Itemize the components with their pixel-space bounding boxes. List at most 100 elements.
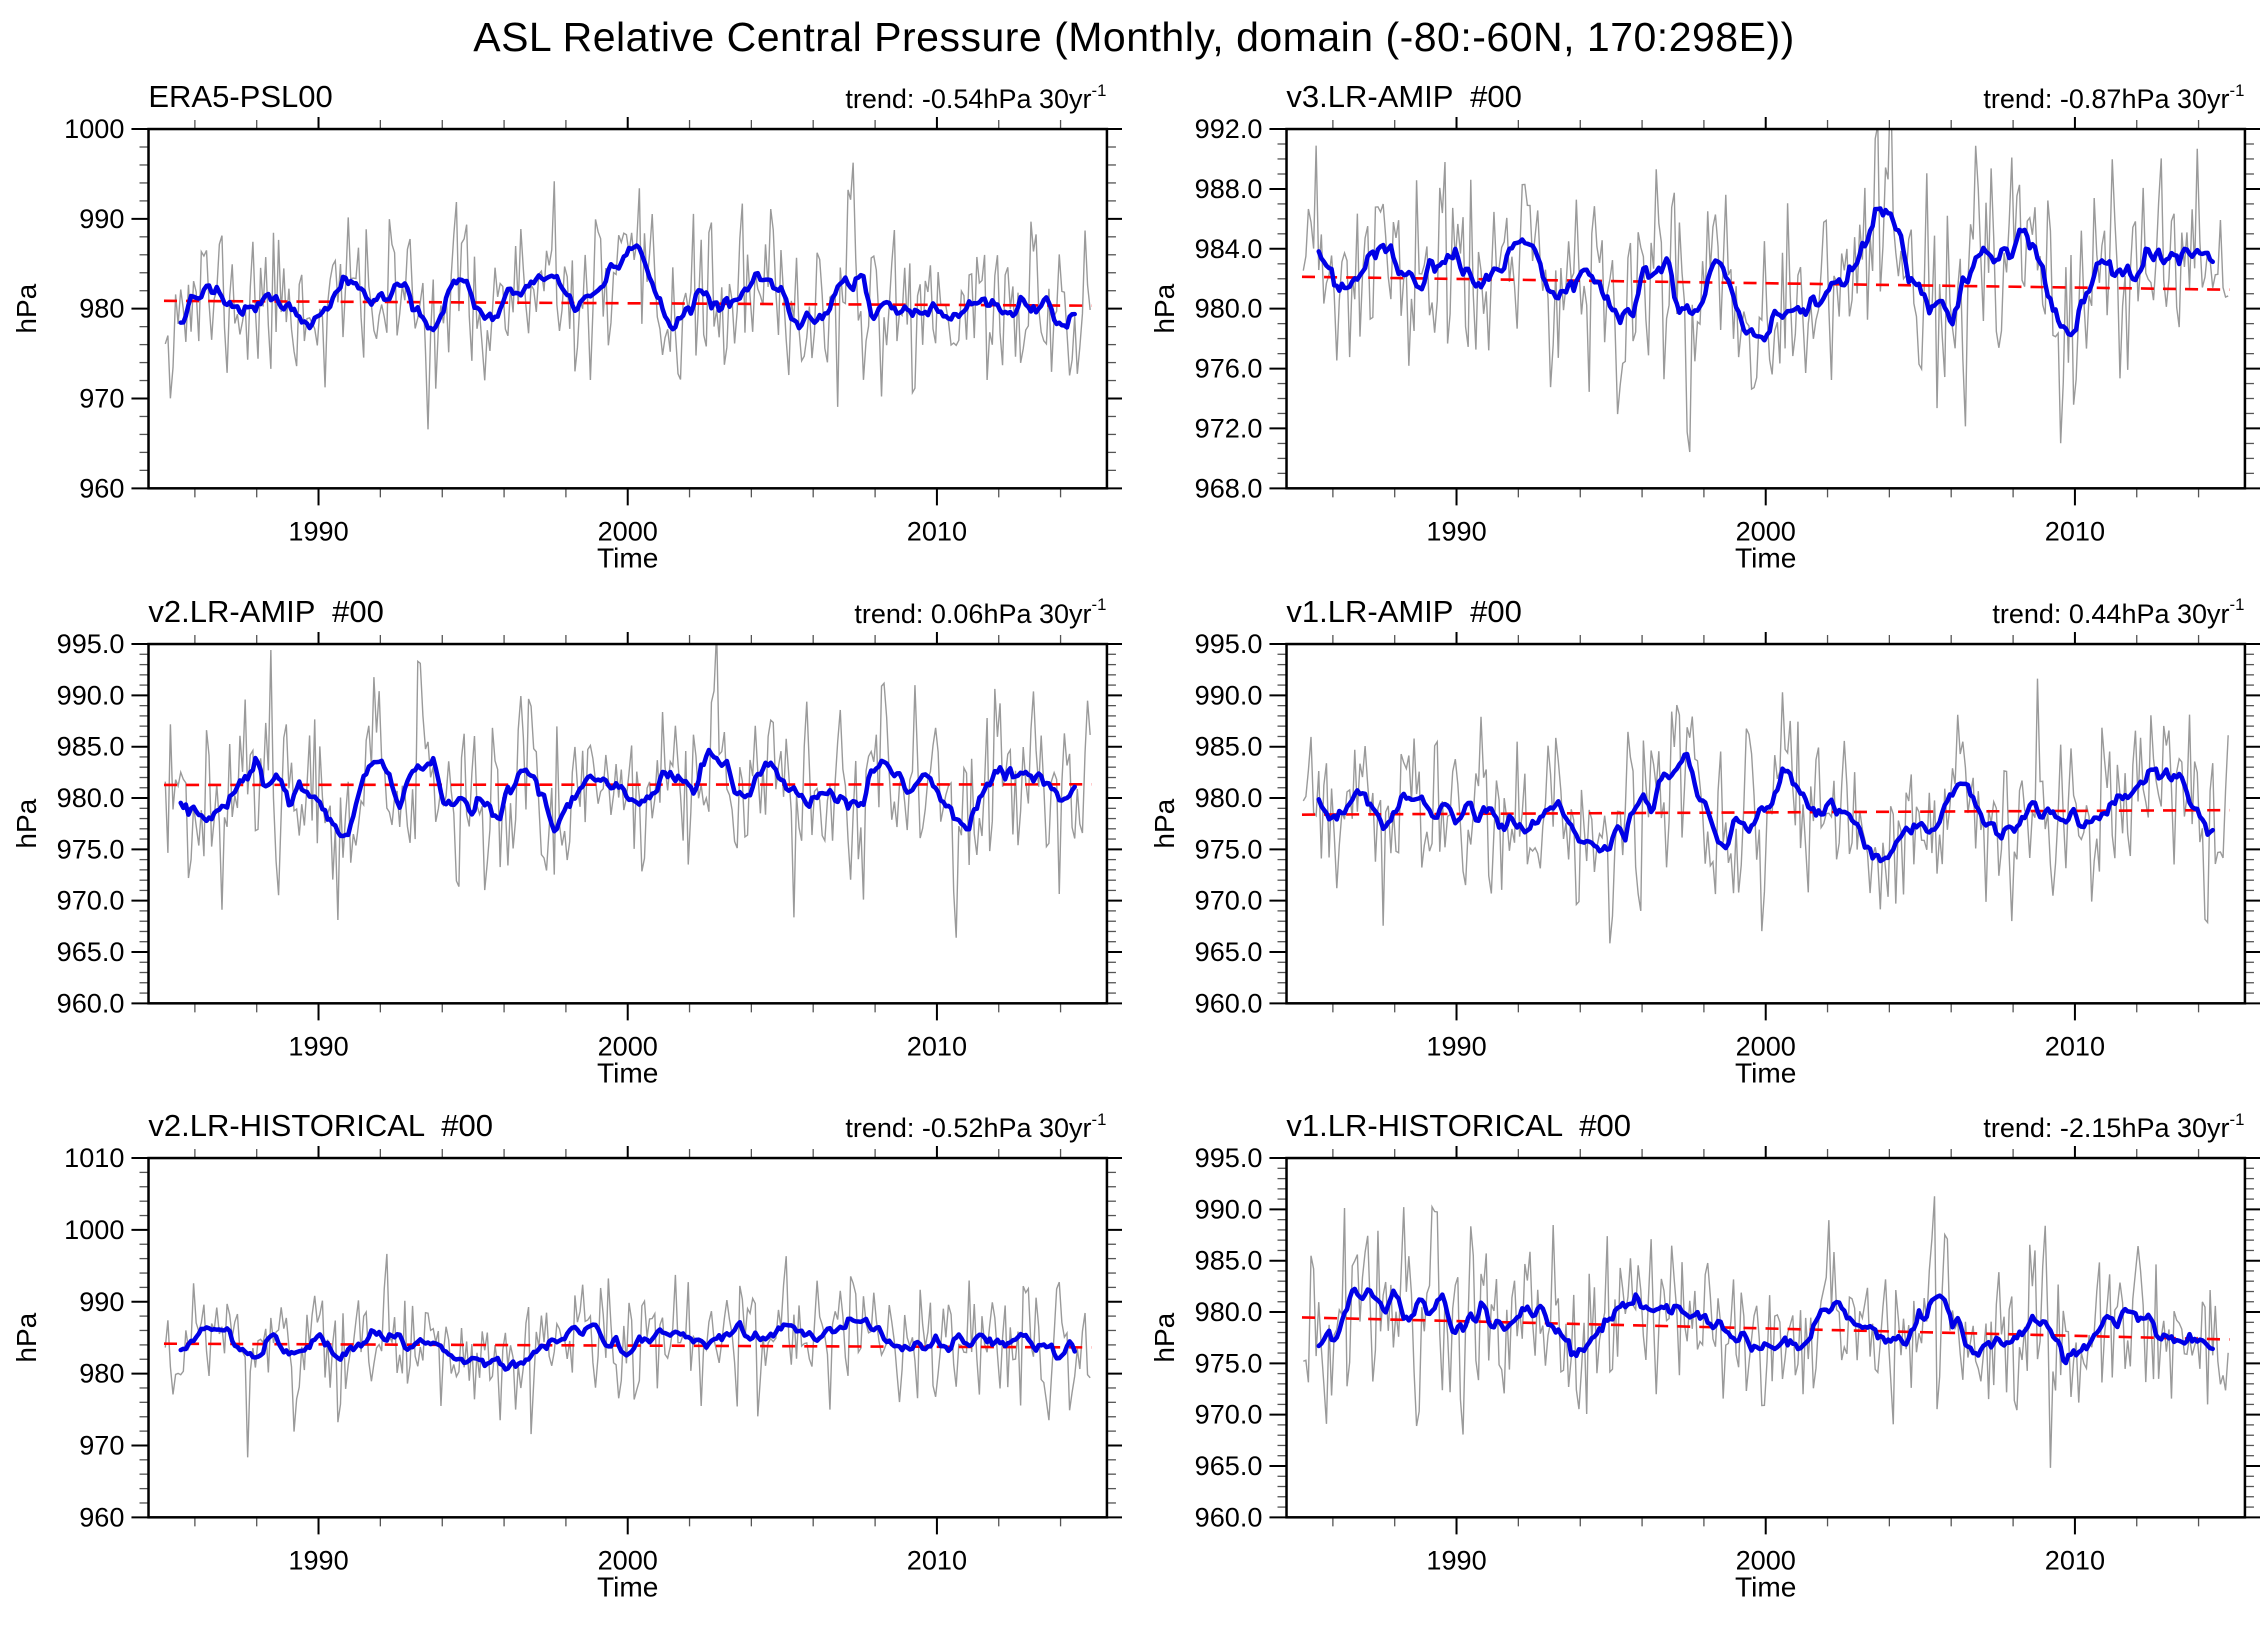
chart-v2-lr-historical: 1990 2000 2010 960 970 980 990 1000 1010 Time hPa [11,1146,1122,1603]
y-tick-label: 980 [79,293,124,324]
panel-header: v1.LR-AMIP #00 trend: 0.44hPa 30yr-1 [1146,578,2260,632]
trend-exponent: -1 [1091,80,1107,100]
plot-frame [147,1157,1109,1519]
trend-annotation: trend: -2.15hPa 30yr-1 [1983,1110,2244,1144]
x-tick-label: 2000 [1736,516,1796,547]
panel-header: ERA5-PSL00 trend: -0.54hPa 30yr-1 [8,63,1122,117]
y-tick-label: 975.0 [57,833,125,864]
axes: 1990 2000 2010 960 970 980 990 1000 1010 Time hPa [11,1146,1122,1603]
y-tick-label: 975.0 [1195,833,1263,864]
x-axis-title: Time [1735,543,1796,574]
x-axis-title: Time [1735,1057,1796,1088]
panel-grid: ERA5-PSL00 trend: -0.54hPa 30yr-1 1990 20… [0,61,2268,1603]
panel-header: v2.LR-HISTORICAL #00 trend: -0.52hPa 30y… [8,1092,1122,1146]
trend-exponent: -1 [1091,1109,1107,1129]
monthly-series-line [1302,129,2229,453]
plot-frame [1285,127,2247,490]
y-tick-label: 990 [79,1286,124,1317]
y-axis-title: hPa [11,1313,42,1363]
y-tick-label: 970.0 [1195,1399,1263,1430]
panel-title: v2.LR-HISTORICAL #00 [148,1108,493,1144]
monthly-series-line [1302,678,2229,943]
series-group [1301,678,2230,943]
y-tick-label: 960.0 [57,987,125,1018]
y-tick-label: 972.0 [1195,412,1263,443]
y-tick-label: 984.0 [1195,233,1263,264]
x-tick-label: 2010 [2045,516,2105,547]
trend-line [163,299,1092,307]
plot-frame [147,127,1109,490]
y-tick-label: 1010 [64,1146,124,1173]
panel-title: v1.LR-HISTORICAL #00 [1286,1108,1631,1144]
trend-text: trend: 0.44hPa 30yr [1992,598,2230,629]
trend-line [1301,1316,2230,1342]
y-axis-title: hPa [1149,1313,1180,1363]
trend-annotation: trend: 0.44hPa 30yr-1 [1992,595,2244,630]
x-tick-label: 1990 [1426,1545,1486,1576]
y-tick-label: 968.0 [1195,472,1263,503]
plot-frame [1285,642,2247,1005]
series-group [1301,1196,2230,1469]
series-group [163,1254,1092,1458]
y-tick-label: 985.0 [1195,1245,1263,1276]
panel-header: v2.LR-AMIP #00 trend: 0.06hPa 30yr-1 [8,578,1122,632]
y-tick-label: 980.0 [1195,782,1263,813]
panel-v2-lr-amip: v2.LR-AMIP #00 trend: 0.06hPa 30yr-1 199… [8,578,1122,1089]
y-tick-label: 970.0 [1195,884,1263,915]
x-axis-title: Time [597,543,658,574]
y-tick-label: 965.0 [57,936,125,967]
x-tick-label: 1990 [1426,1030,1486,1061]
x-tick-label: 2010 [907,1030,967,1061]
panel-title: v2.LR-AMIP #00 [148,593,384,629]
trend-annotation: trend: -0.54hPa 30yr-1 [845,80,1107,115]
x-tick-label: 2010 [2045,1030,2105,1061]
panel-v3-lr-amip: v3.LR-AMIP #00 trend: -0.87hPa 30yr-1 19… [1146,63,2260,574]
x-axis-title: Time [1735,1572,1796,1603]
plot-frame [1285,1157,2247,1519]
x-axis-title: Time [597,1572,658,1603]
trend-line [163,782,1092,786]
y-axis-title: hPa [11,283,42,333]
y-tick-label: 1000 [64,117,124,144]
x-tick-label: 2000 [1736,1545,1796,1576]
trend-exponent: -1 [1091,595,1107,615]
trend-text: trend: -0.52hPa 30yr [845,1113,1092,1144]
y-tick-label: 975.0 [1195,1348,1263,1379]
trend-text: trend: -2.15hPa 30yr [1983,1113,2230,1144]
y-tick-label: 970 [79,1430,124,1461]
x-tick-label: 2000 [1736,1030,1796,1061]
x-tick-label: 2000 [598,1545,658,1576]
panel-v2-lr-historical: v2.LR-HISTORICAL #00 trend: -0.52hPa 30y… [8,1092,1122,1603]
series-group [163,162,1092,430]
trend-text: trend: -0.87hPa 30yr [1983,84,2230,114]
x-tick-label: 2010 [2045,1545,2105,1576]
x-tick-label: 2000 [598,1030,658,1061]
y-tick-label: 970.0 [57,884,125,915]
smoothed-series-line [1316,206,2215,343]
y-tick-label: 985.0 [57,730,125,761]
monthly-series-line [1303,1196,2229,1469]
panel-header: v3.LR-AMIP #00 trend: -0.87hPa 30yr-1 [1146,63,2260,117]
y-tick-label: 992.0 [1195,117,1263,144]
series-group [163,643,1092,938]
axes: 1990 2000 2010 960.0 965.0 970.0 975.0 980.0 985… [11,631,1122,1088]
y-tick-label: 1000 [64,1214,124,1245]
trend-text: trend: 0.06hPa 30yr [854,598,1092,629]
monthly-series-line [164,1254,1091,1458]
y-axis-title: hPa [1149,283,1180,333]
y-tick-label: 960.0 [1195,987,1263,1018]
trend-annotation: trend: -0.52hPa 30yr-1 [845,1109,1107,1144]
y-tick-label: 970 [79,383,124,414]
panel-title: ERA5-PSL00 [148,79,333,114]
panel-v1-lr-historical: v1.LR-HISTORICAL #00 trend: -2.15hPa 30y… [1146,1092,2260,1603]
y-tick-label: 960.0 [1195,1502,1263,1533]
x-tick-label: 1990 [288,1545,348,1576]
axes: 1990 2000 2010 960.0 965.0 970.0 975.0 980.0 985… [1149,1146,2260,1603]
smoothed-series-line [178,1316,1077,1373]
trend-annotation: trend: -0.87hPa 30yr-1 [1983,81,2244,115]
panel-title: v1.LR-AMIP #00 [1286,593,1522,629]
plot-frame [147,642,1109,1005]
trend-annotation: trend: 0.06hPa 30yr-1 [854,595,1107,630]
y-tick-label: 990.0 [1195,679,1263,710]
x-tick-label: 1990 [288,1030,348,1061]
